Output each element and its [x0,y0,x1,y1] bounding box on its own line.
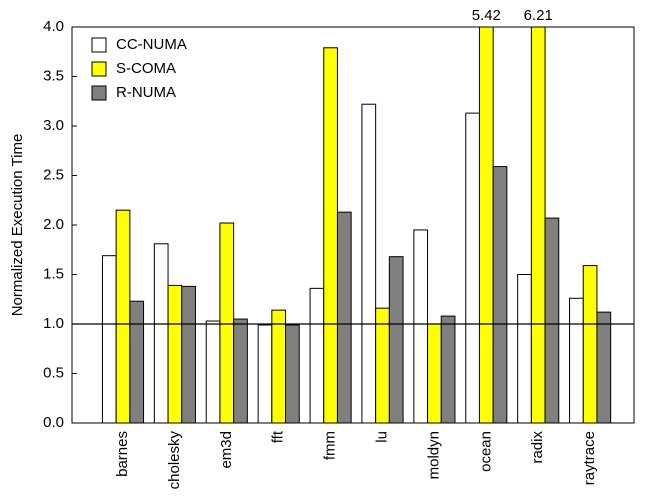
legend-label: CC-NUMA [116,36,187,53]
bar [115,209,131,423]
x-tick-label: fft [270,430,287,443]
y-tick-label: 0.0 [43,414,64,431]
legend-swatch [91,85,107,101]
bar [257,324,273,423]
bar [153,243,169,423]
y-tick-label: 3.5 [43,67,64,84]
x-tick-label: barnes [114,431,131,477]
bar [285,324,300,423]
bar [167,284,183,423]
bar [530,27,546,423]
bar [544,217,560,423]
bar [596,311,612,423]
y-tick-label: 1.0 [43,315,64,332]
x-tick-label: ocean [477,431,494,472]
bar [361,103,377,423]
bar [375,307,390,423]
bar [413,229,429,423]
bar [517,274,532,423]
y-tick-label: 1.5 [43,265,64,282]
y-tick-label: 4.0 [43,18,64,35]
x-tick-label: lu [373,431,390,443]
x-tick-label: fmm [322,431,339,460]
value-label: 5.42 [472,7,501,24]
legend-label: S-COMA [116,60,176,77]
x-tick-label: moldyn [425,431,442,479]
bar [582,265,598,423]
legend-swatch [91,37,107,53]
bar [219,222,235,423]
bar [323,47,338,423]
bar [388,256,404,423]
bar [478,27,494,423]
bar [205,320,221,423]
x-tick-label: em3d [218,431,235,469]
bar [440,315,456,423]
bar [181,285,196,423]
bar [569,297,584,423]
legend-swatch [91,61,107,77]
y-axis-label: Normalized Execution Time [9,134,26,317]
legend-label: R-NUMA [116,84,176,101]
y-tick-label: 2.5 [43,166,64,183]
bar [492,166,508,423]
y-tick-label: 3.0 [43,117,64,134]
bar [336,211,352,423]
x-tick-label: cholesky [166,431,183,490]
y-tick-label: 0.5 [43,364,64,381]
value-label: 6.21 [524,7,553,24]
bar [129,300,145,423]
bar [309,287,325,423]
x-tick-label: raytrace [581,431,598,485]
plot-bars [101,27,612,423]
bar [465,112,480,423]
bar [101,255,117,423]
y-tick-label: 2.0 [43,216,64,233]
bar [233,318,248,423]
x-tick-label: radix [529,431,546,464]
bar [271,309,287,423]
bar [427,323,442,423]
